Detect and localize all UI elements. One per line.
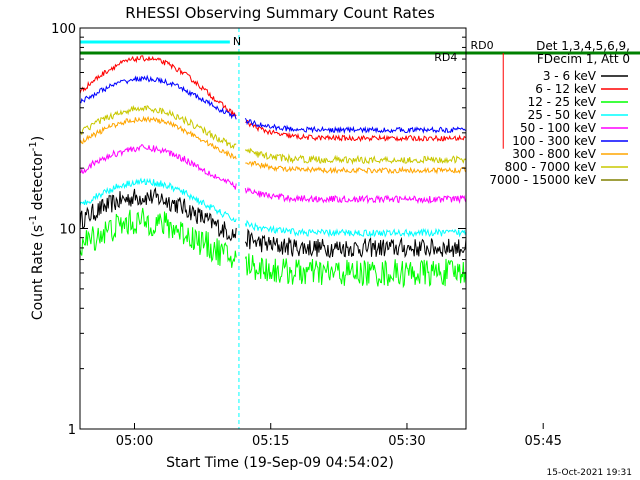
series-line-2-seg-0 (80, 207, 237, 268)
y-tick-label-1: 10 (59, 223, 76, 238)
series-line-6-seg-0 (80, 115, 237, 160)
rd0-label: RD0 (471, 39, 494, 52)
x-tick-label-2: 05:30 (388, 434, 425, 449)
series-line-6-seg-1 (245, 160, 466, 175)
chart-title: RHESSI Observing Summary Count Rates (125, 4, 435, 22)
series-line-3-seg-1 (244, 219, 466, 238)
x-tick-label-1: 05:15 (252, 434, 289, 449)
series-line-4-seg-1 (244, 186, 466, 205)
rd4-label: RD4 (434, 51, 457, 64)
legend-label-4: 50 - 100 keV (520, 121, 597, 135)
legend-label-3: 25 - 50 keV (528, 108, 597, 122)
series-line-0-seg-1 (244, 228, 466, 259)
series-line-1-seg-1 (245, 119, 466, 143)
series-line-4-seg-0 (80, 143, 237, 190)
annotation-layer: N RD0 RD4 (80, 35, 640, 149)
legend-label-1: 6 - 12 keV (535, 82, 597, 96)
series-line-1-seg-0 (80, 55, 237, 118)
series-layer (80, 55, 466, 289)
x-tick-label-0: 05:00 (116, 434, 153, 449)
series-line-5-seg-1 (244, 117, 466, 135)
legend-label-7: 800 - 7000 keV (505, 160, 597, 174)
y-axis: 1 10 100 (51, 22, 466, 438)
series-line-2-seg-1 (244, 253, 466, 289)
series-line-7-seg-1 (244, 147, 466, 166)
legend-label-8: 7000 - 15000 keV (489, 173, 596, 187)
series-line-5-seg-0 (80, 74, 237, 120)
legend-header-2: FDecim 1, Att 0 (537, 52, 630, 66)
series-line-3-seg-0 (80, 177, 237, 222)
y-tick-label-2: 100 (51, 22, 76, 37)
series-line-0-seg-0 (80, 186, 237, 242)
legend-header-1: Det 1,3,4,5,6,9, (536, 39, 630, 53)
series-line-7-seg-0 (80, 104, 237, 150)
n-label: N (233, 35, 241, 48)
legend: Det 1,3,4,5,6,9, FDecim 1, Att 0 3 - 6 k… (489, 39, 630, 187)
y-axis-label: Count Rate (s-1 detector-1) (28, 136, 46, 320)
y-tick-label-0: 1 (68, 423, 76, 438)
x-tick-label-3: 05:45 (524, 434, 561, 449)
legend-label-6: 300 - 800 keV (512, 147, 596, 161)
legend-label-2: 12 - 25 keV (528, 95, 597, 109)
legend-label-0: 3 - 6 keV (543, 69, 597, 83)
legend-label-5: 100 - 300 keV (512, 134, 596, 148)
timestamp: 15-Oct-2021 19:31 (547, 468, 632, 478)
x-axis-label: Start Time (19-Sep-09 04:54:02) (166, 455, 394, 471)
